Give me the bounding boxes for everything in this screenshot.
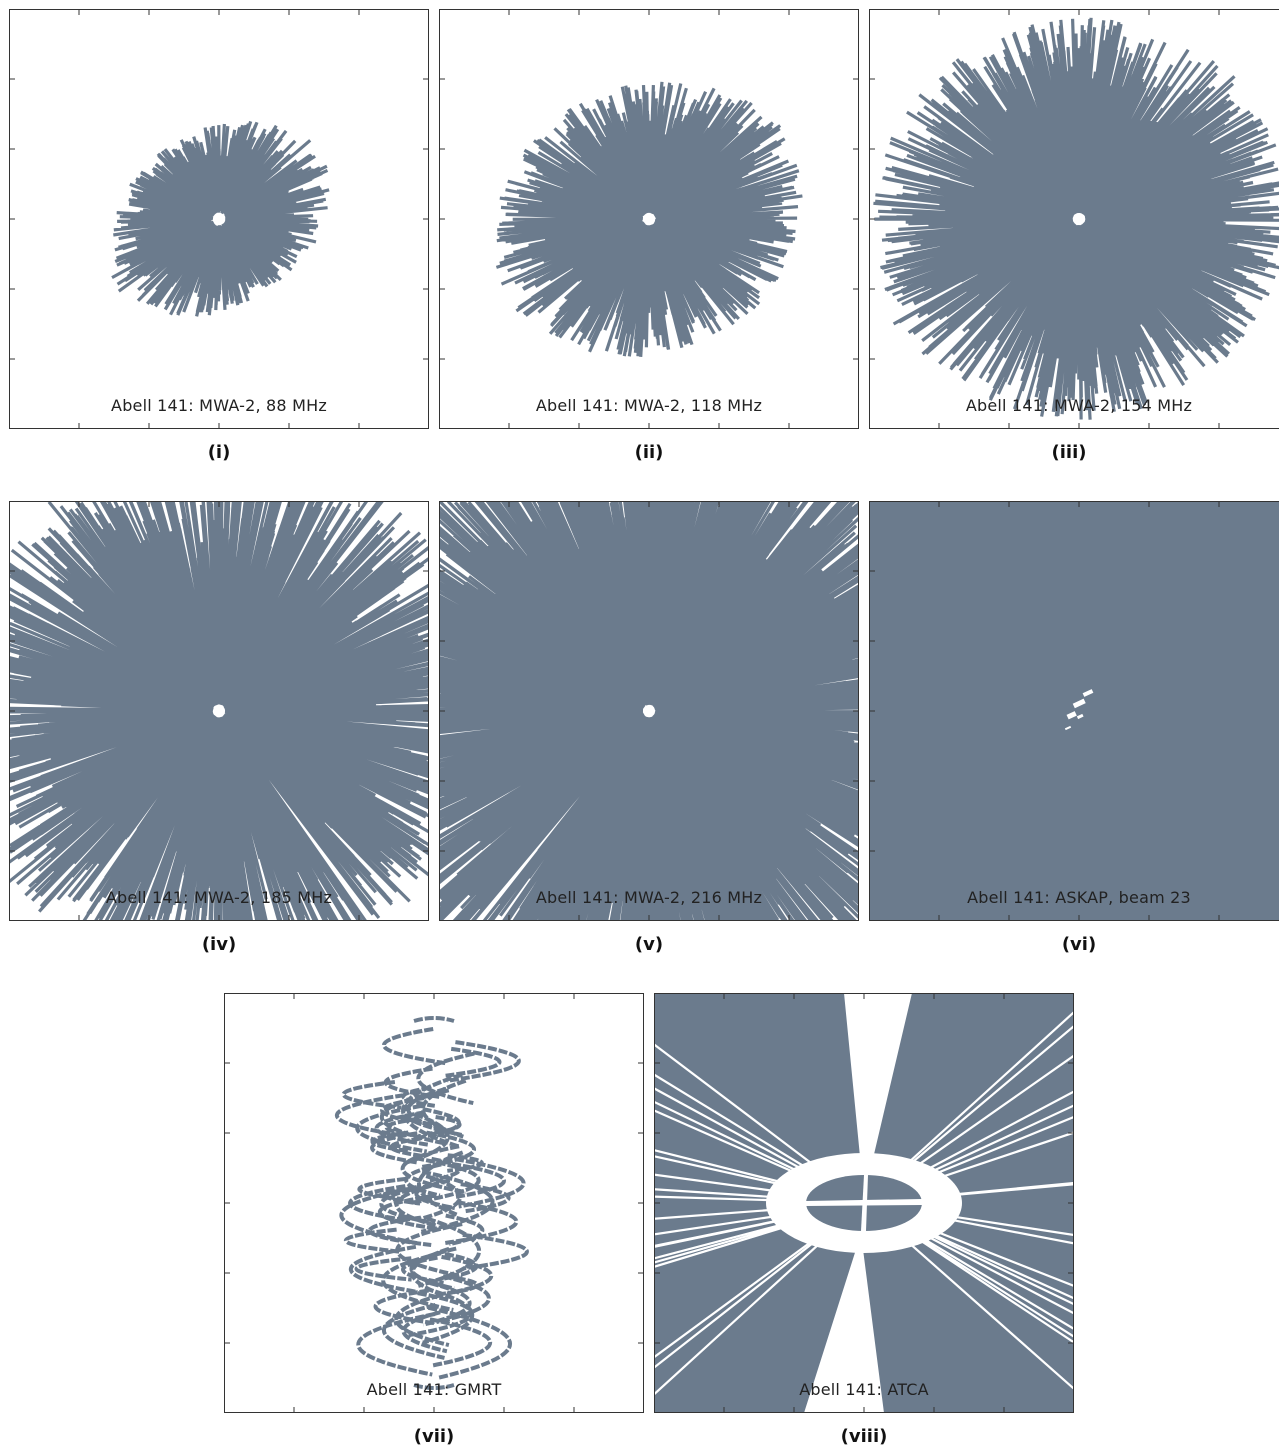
uv-coverage-plot-iii	[869, 9, 1279, 429]
panel-caption: Abell 141: ATCA	[799, 1380, 929, 1399]
panel-i: Abell 141: MWA-2, 88 MHz	[9, 9, 429, 429]
uv-coverage-plot-viii	[654, 993, 1074, 1413]
uv-arcs	[334, 1016, 529, 1390]
panel-label: (vi)	[1061, 934, 1097, 955]
panel-iii: Abell 141: MWA-2, 154 MHz	[869, 9, 1279, 429]
panel-label: (iii)	[1051, 442, 1087, 463]
panel-label: (viii)	[840, 1426, 888, 1447]
panel-label: (i)	[207, 442, 231, 463]
axis-ticks	[869, 501, 1220, 921]
panel-caption: Abell 141: MWA-2, 118 MHz	[535, 396, 763, 415]
panel-vi: Abell 141: ASKAP, beam 23	[869, 501, 1279, 921]
axis-ticks	[224, 993, 644, 1413]
panel-label: (v)	[634, 934, 664, 955]
axis-ticks	[654, 993, 1074, 1413]
axis-ticks	[439, 501, 859, 921]
uv-coverage-plot-i	[9, 9, 429, 429]
panel-iv: Abell 141: MWA-2, 185 MHz	[9, 501, 429, 921]
axis-ticks	[9, 501, 429, 921]
axis-ticks	[9, 9, 429, 429]
uv-coverage-plot-v	[439, 501, 859, 921]
uv-coverage-plot-vi	[869, 501, 1279, 921]
panel-vii: Abell 141: GMRT	[224, 993, 644, 1413]
uv-tracks	[439, 501, 859, 921]
uv-tracks	[111, 120, 330, 317]
panel-label: (iv)	[201, 934, 237, 955]
axis-ticks	[869, 9, 1220, 429]
panel-caption: Abell 141: ASKAP, beam 23	[967, 888, 1191, 907]
uv-tracks	[495, 81, 803, 357]
panel-caption: Abell 141: MWA-2, 154 MHz	[965, 396, 1193, 415]
uv-tracks	[9, 501, 429, 921]
uv-coverage-plot-ii	[439, 9, 859, 429]
panel-caption: Abell 141: MWA-2, 185 MHz	[105, 888, 333, 907]
panel-ii: Abell 141: MWA-2, 118 MHz	[439, 9, 859, 429]
uv-coverage-plot-vii	[224, 993, 644, 1413]
panel-label: (vii)	[413, 1426, 455, 1447]
panel-v: Abell 141: MWA-2, 216 MHz	[439, 501, 859, 921]
panel-label: (ii)	[634, 442, 664, 463]
panel-caption: Abell 141: GMRT	[366, 1380, 502, 1399]
panel-caption: Abell 141: MWA-2, 216 MHz	[535, 888, 763, 907]
uv-coverage-plot-iv	[9, 501, 429, 921]
uv-rays	[654, 1010, 1074, 1396]
axis-ticks	[439, 9, 859, 429]
uv-tracks	[873, 17, 1279, 420]
panel-viii: Abell 141: ATCA	[654, 993, 1074, 1413]
panel-caption: Abell 141: MWA-2, 88 MHz	[111, 396, 327, 415]
